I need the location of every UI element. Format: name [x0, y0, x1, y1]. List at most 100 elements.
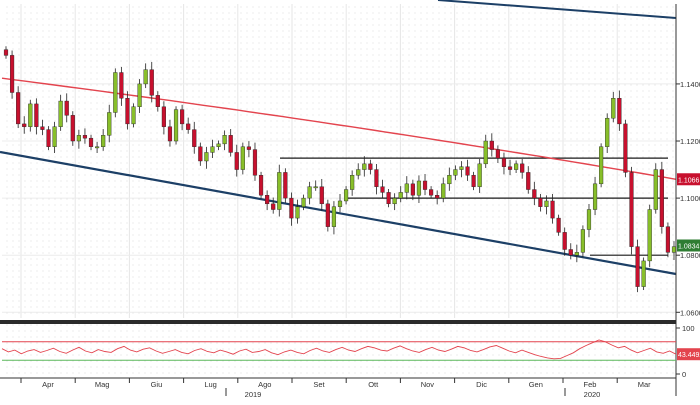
candle-up: [350, 175, 355, 190]
candles: [3, 46, 677, 293]
candle-up: [574, 252, 579, 256]
osc-y-tick-label: 0: [682, 370, 686, 379]
candle-up: [76, 135, 81, 142]
candle-down: [149, 69, 154, 96]
candle-down: [180, 109, 185, 125]
candle-down: [119, 72, 124, 99]
candle-down: [465, 166, 470, 176]
candle-down: [386, 192, 391, 205]
month-label: Ott: [368, 380, 379, 389]
candle-down: [507, 166, 513, 170]
candle-down: [526, 172, 531, 190]
candle-down: [422, 180, 428, 190]
candle-up: [392, 197, 397, 205]
candle-up: [447, 175, 452, 185]
osc-value-label: 43.4492: [678, 352, 700, 359]
candle-up: [95, 146, 100, 149]
upper-channel-line: [437, 0, 677, 19]
candle-up: [343, 189, 349, 202]
candle-down: [368, 163, 373, 170]
candle-down: [283, 172, 288, 199]
candle-up: [307, 186, 312, 199]
candle-down: [252, 149, 258, 176]
candle-up: [404, 183, 409, 193]
candle-down: [538, 197, 543, 207]
candle-up: [514, 163, 519, 170]
year-label: 2019: [245, 390, 262, 399]
candle-up: [52, 126, 57, 147]
candle-down: [562, 232, 567, 250]
candle-up: [240, 146, 245, 170]
candle-up: [586, 209, 592, 230]
candle-down: [665, 226, 671, 253]
candle-down: [520, 163, 525, 173]
candle-down: [325, 203, 330, 227]
candle-down: [429, 189, 434, 196]
candle-down: [88, 137, 94, 147]
candle-down: [617, 97, 622, 125]
candle-down: [16, 92, 21, 125]
candle-down: [46, 129, 51, 147]
candle-up: [204, 152, 209, 162]
candle-up: [611, 97, 616, 119]
osc-value-tag: [677, 348, 700, 361]
candle-up: [599, 146, 604, 185]
candle-up: [301, 197, 306, 207]
candle-up: [28, 103, 33, 127]
candle-down: [3, 49, 9, 56]
candle-up: [580, 229, 585, 253]
lower-channel-line: [0, 150, 677, 276]
panel-separator: [0, 320, 676, 324]
year-label: 2020: [584, 390, 601, 399]
candle-up: [459, 166, 464, 170]
candle-down: [246, 146, 251, 150]
candle-down: [234, 152, 239, 170]
candle-up: [107, 112, 112, 136]
candle-down: [489, 140, 494, 150]
candle-down: [64, 100, 69, 116]
candle-up: [143, 69, 148, 85]
candle-down: [629, 172, 634, 247]
candle-down: [198, 146, 203, 162]
candle-down: [380, 186, 385, 193]
candle-up: [362, 163, 367, 170]
price-tag: [677, 173, 700, 186]
candle-up: [313, 186, 318, 189]
candle-up: [453, 169, 458, 176]
candle-up: [544, 200, 549, 207]
candle-up: [337, 200, 343, 207]
candle-up: [356, 169, 361, 176]
candle-up: [398, 192, 403, 199]
candle-up: [671, 246, 677, 253]
candle-down: [435, 195, 440, 199]
y-tick-label: 1.1400: [680, 80, 700, 89]
candle-down: [265, 195, 270, 205]
candle-down: [125, 97, 130, 125]
candle-up: [483, 140, 488, 165]
candle-down: [550, 200, 555, 219]
candle-up: [58, 100, 63, 127]
candle-down: [228, 135, 233, 153]
candle-up: [653, 169, 658, 210]
candle-up: [173, 109, 179, 142]
candle-up: [216, 143, 221, 147]
candle-down: [155, 95, 160, 107]
osc-y-tick-label: 100: [682, 324, 695, 333]
candle-up: [331, 206, 337, 227]
candle-up: [647, 209, 652, 262]
candle-up: [295, 206, 300, 219]
candle-down: [34, 103, 39, 127]
candle-down: [623, 123, 628, 173]
candle-down: [501, 157, 507, 167]
candle-down: [319, 186, 324, 205]
candle-down: [258, 175, 264, 196]
candle-up: [605, 117, 610, 147]
month-label: Nov: [421, 380, 435, 389]
candle-down: [70, 115, 75, 142]
candle-down: [186, 123, 191, 130]
month-label: Feb: [584, 380, 597, 389]
candle-down: [471, 175, 476, 187]
candle-up: [222, 135, 227, 145]
